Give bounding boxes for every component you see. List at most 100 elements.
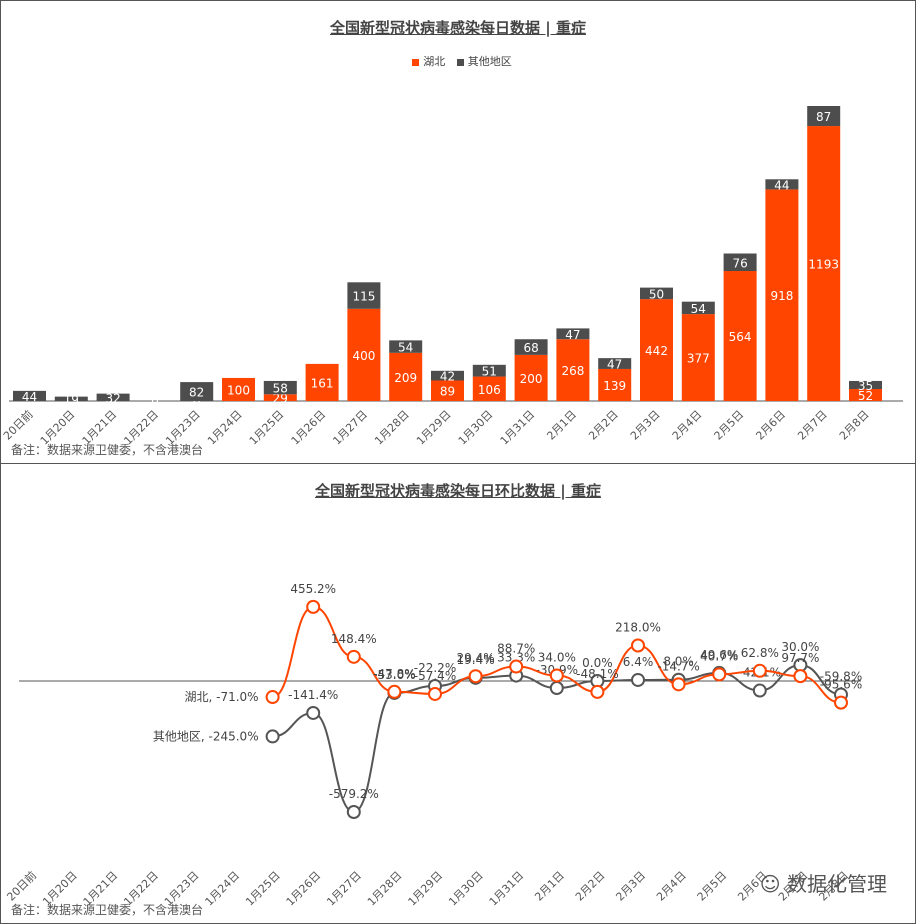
legend-label-other[interactable]: 其他地区 [467,55,512,68]
bar-hubei [431,380,464,401]
wechat-icon: ☺ [759,872,787,896]
data-label-hubei: 218.0% [615,620,661,634]
x-tick-label: 2月6日 [753,408,788,443]
bar-label-other: 82 [189,386,204,400]
line-chart-panel: 全国新型冠状病毒感染每日环比数据 | 重症 其他地区, -245.0% -141.… [0,463,916,924]
data-label-hubei: 62.8% [741,646,779,660]
data-point-hubei [387,684,402,699]
data-label-hubei: -48.1% [576,667,618,681]
data-label-hubei: 455.2% [290,582,336,596]
x-tick-label: 1月30日 [456,408,496,448]
bar-label-other: 47 [607,358,622,372]
data-point-other [306,705,321,720]
bar-label-hubei: 161 [311,376,334,390]
bar-hubei [222,377,255,401]
data-label-other: 0.0% [582,656,613,670]
data-label-hubei: 湖北, -71.0% [185,689,259,704]
data-label-hubei: 97.7% [781,651,819,665]
data-point-hubei [346,649,361,664]
bar-label-other: 54 [398,341,413,355]
bar-label-hubei: 29 [273,392,288,406]
data-point-hubei [590,684,605,699]
x-tick-label: 1月24日 [203,869,243,909]
bar-hubei [305,363,339,401]
data-label-hubei: -57.4% [414,669,456,683]
x-tick-label: 2月4日 [654,869,689,904]
bar-other [807,106,841,127]
x-tick-label: 1月24日 [205,408,245,448]
data-point-hubei [549,668,564,683]
x-tick-label: 1月26日 [289,408,329,448]
bar-label-hubei: 564 [729,330,752,344]
bar-label-hubei: 377 [687,352,710,366]
line-chart-note: 备注：数据来源卫健委，不含港澳台 [11,903,204,917]
bar-label-hubei: 139 [603,379,626,393]
x-tick-label: 1月27日 [330,408,370,448]
x-tick-label: 1月31日 [498,408,538,448]
bar-label-other: 76 [732,256,747,270]
x-tick-label: 1月29日 [406,869,446,909]
data-label-other: -53.0% [373,668,415,682]
x-tick-label: 2月1日 [544,408,579,443]
bar-hubei [389,352,423,401]
bar-chart-plot: 4420日前191月20日321月21日01月22日0821月23日1001月2… [1,106,903,448]
bar-label-hubei: 0 [151,395,159,409]
data-point-hubei [509,659,524,674]
bar-other [514,339,548,355]
bar-label-hubei: 400 [352,349,375,363]
x-tick-label: 1月26日 [284,869,324,909]
bar-hubei [765,189,799,401]
data-label-other: 49.6% [700,648,738,662]
bar-hubei [849,389,882,401]
x-tick-label: 2月2日 [586,408,621,443]
data-point-hubei [468,669,483,684]
data-point-other [346,805,361,819]
bar-label-other: 47 [565,328,580,342]
bar-hubei [681,314,715,401]
bar-label-other: 87 [816,110,831,124]
legend-swatch-hubei [412,58,420,66]
x-tick-label: 1月25日 [243,869,283,909]
x-tick-label: 1月25日 [247,408,287,448]
bar-label-hubei: 100 [227,383,250,397]
bar-label-hubei: 442 [645,344,668,358]
bar-label-other: 54 [691,302,706,316]
bar-hubei [598,368,632,401]
data-point-hubei [631,638,645,653]
bar-other [598,358,632,369]
data-label-other: 6.4% [623,655,654,669]
bar-label-other: 50 [649,287,664,301]
bar-label-hubei: 89 [440,385,455,399]
data-label-other: 其他地区, -245.0% [153,729,259,743]
bar-hubei [347,308,381,401]
data-label-other: 19.4% [457,653,495,667]
data-label-hubei: 34.0% [538,650,576,664]
bar-other [765,179,799,190]
bar-other [347,282,381,309]
bar-label-hubei: 200 [520,372,543,386]
data-label-other: 8.0% [663,655,694,669]
data-label-other: 30.0% [781,640,819,654]
bar-other [96,393,130,401]
bar-label-other: 35 [858,379,873,393]
bar-label-hubei: 209 [394,371,417,385]
x-tick-label: 2月5日 [695,869,730,904]
bar-label-other: 32 [105,391,120,405]
x-tick-label: 1月28日 [365,869,405,909]
bar-label-hubei: 52 [858,389,873,403]
legend-label-hubei[interactable]: 湖北 [423,55,446,68]
x-tick-label: 20日前 [4,868,39,903]
bar-label-other: 58 [273,382,288,396]
x-tick-label: 2月4日 [670,408,705,443]
bar-hubei [472,376,506,401]
bar-other [180,382,214,401]
line-chart-plot: 其他地区, -245.0%-141.4%-579.2%-53.0%-22.2%1… [4,582,862,909]
line-chart-title: 全国新型冠状病毒感染每日环比数据 | 重症 [315,482,601,500]
bar-label-other: 51 [482,365,497,379]
data-label-hubei: 29.4% [457,651,495,665]
bar-label-hubei: 918 [770,289,793,303]
bar-other [849,380,882,390]
data-label-other: 33.3% [497,651,535,665]
bar-chart-legend: 湖北 其他地区 [1,53,915,69]
data-label-hubei: -95.6% [820,678,862,692]
